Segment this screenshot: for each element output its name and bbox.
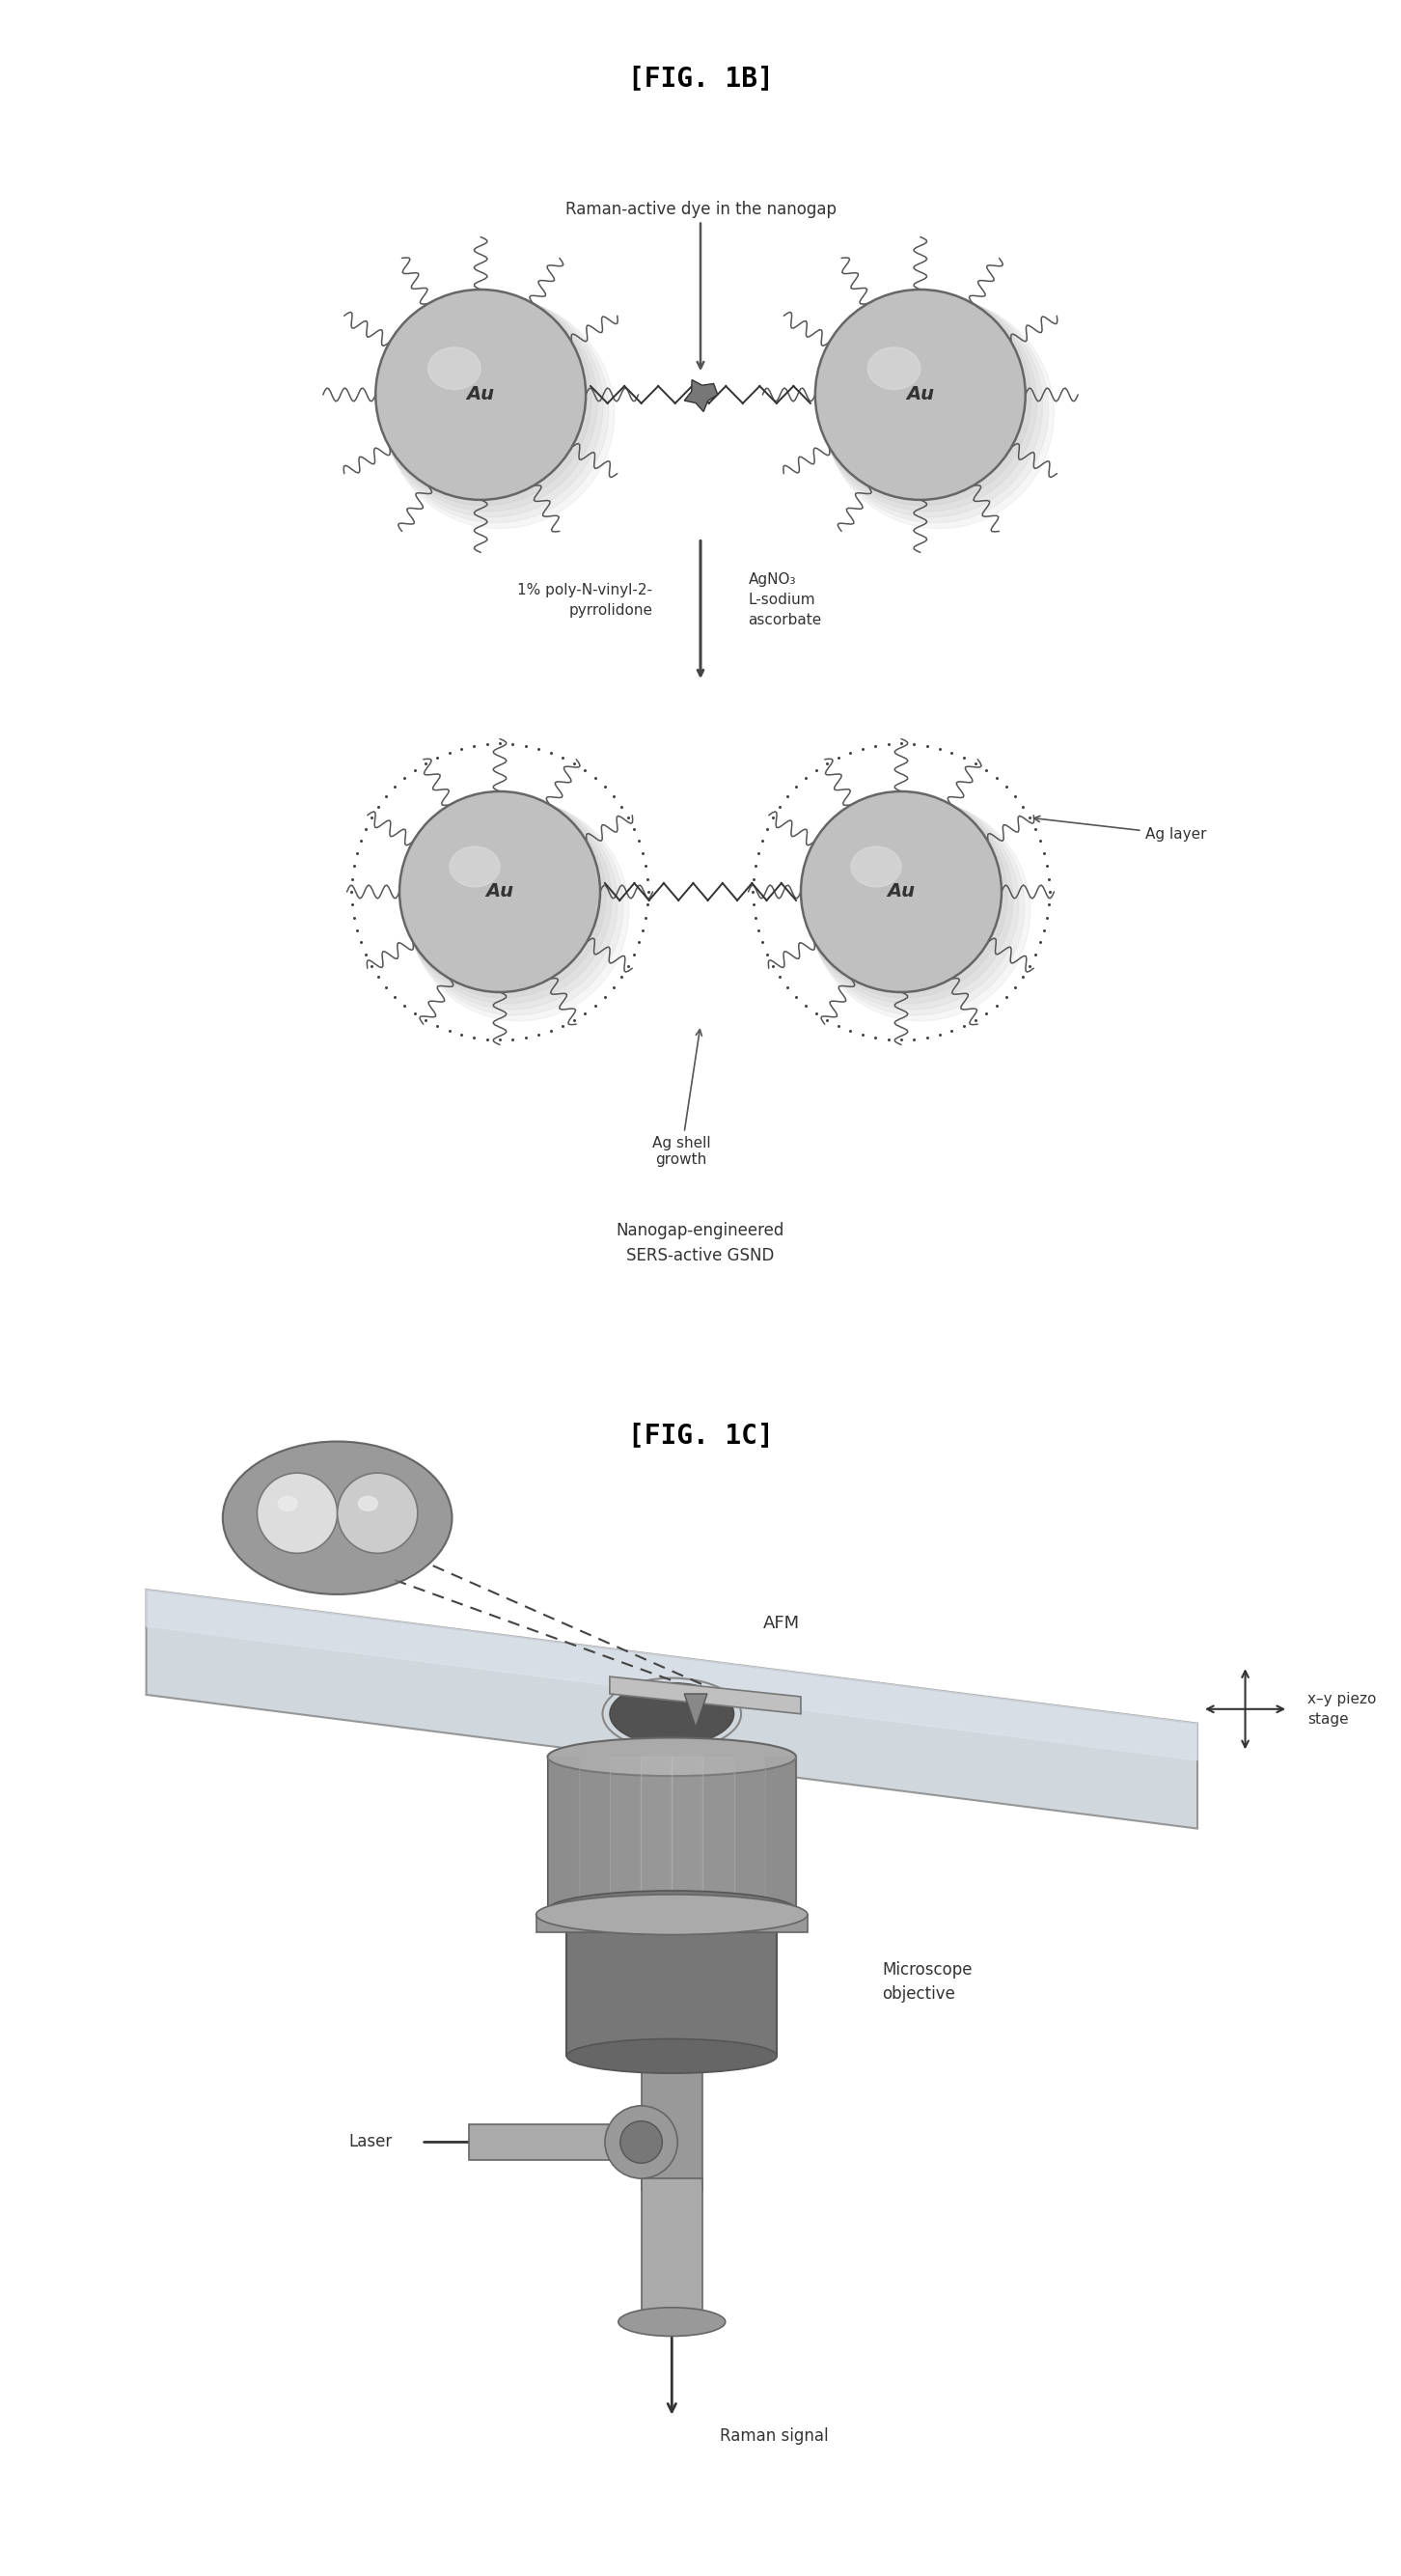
Bar <box>642 2179 702 2321</box>
Ellipse shape <box>548 1739 796 1775</box>
Ellipse shape <box>537 1893 807 1935</box>
Circle shape <box>377 291 591 505</box>
Text: Au: Au <box>486 884 514 902</box>
Text: Ag shell
growth: Ag shell growth <box>651 1030 710 1167</box>
Circle shape <box>405 796 618 1010</box>
Circle shape <box>808 799 1024 1015</box>
Ellipse shape <box>682 1687 709 1703</box>
Circle shape <box>804 796 1013 1005</box>
Text: Nanogap-engineered
SERS-active GSND: Nanogap-engineered SERS-active GSND <box>616 1221 785 1265</box>
Bar <box>642 2056 702 2190</box>
Bar <box>703 1757 734 1909</box>
Circle shape <box>621 2120 663 2164</box>
Text: Au: Au <box>887 884 915 902</box>
Ellipse shape <box>223 1443 453 1595</box>
Bar <box>567 1932 778 2056</box>
Polygon shape <box>146 1589 1198 1829</box>
Text: [FIG. 1B]: [FIG. 1B] <box>628 64 773 93</box>
Circle shape <box>375 289 586 500</box>
Bar <box>765 1757 796 1909</box>
Text: Ag layer: Ag layer <box>1034 817 1206 842</box>
Ellipse shape <box>618 2308 726 2336</box>
Ellipse shape <box>429 348 481 389</box>
Circle shape <box>338 1473 417 1553</box>
Polygon shape <box>684 1695 708 1728</box>
Bar <box>469 2125 642 2161</box>
Text: Raman signal: Raman signal <box>720 2427 828 2445</box>
Ellipse shape <box>450 848 500 886</box>
Circle shape <box>807 796 1019 1010</box>
Circle shape <box>408 799 623 1015</box>
Circle shape <box>815 289 1026 500</box>
Ellipse shape <box>548 1891 796 1929</box>
Text: 1% poly-N-vinyl-2-
pyrrolidone: 1% poly-N-vinyl-2- pyrrolidone <box>517 582 653 618</box>
Bar <box>548 1757 579 1909</box>
Text: Raman-active dye in the nanogap: Raman-active dye in the nanogap <box>565 201 836 368</box>
Circle shape <box>399 791 600 992</box>
Bar <box>609 1757 640 1909</box>
Text: AFM: AFM <box>762 1615 800 1631</box>
Text: Laser: Laser <box>349 2133 392 2151</box>
Text: Microscope
objective: Microscope objective <box>883 1960 972 2002</box>
Bar <box>537 1914 807 1932</box>
Circle shape <box>256 1473 338 1553</box>
Ellipse shape <box>609 1682 734 1744</box>
Polygon shape <box>684 379 717 412</box>
Circle shape <box>401 793 605 997</box>
Text: Au: Au <box>467 386 495 404</box>
Bar <box>548 1757 796 1909</box>
Circle shape <box>605 2105 678 2179</box>
Polygon shape <box>609 1677 801 1713</box>
Bar <box>640 1757 672 1909</box>
Circle shape <box>801 791 1002 992</box>
Ellipse shape <box>279 1497 297 1510</box>
Circle shape <box>384 296 609 523</box>
Circle shape <box>821 296 1042 518</box>
Circle shape <box>822 296 1048 523</box>
Text: Au: Au <box>906 386 934 404</box>
Circle shape <box>825 299 1054 528</box>
Circle shape <box>385 299 615 528</box>
Circle shape <box>409 801 629 1020</box>
Text: [FIG. 1C]: [FIG. 1C] <box>628 1422 773 1450</box>
Bar <box>672 1757 703 1909</box>
Polygon shape <box>146 1589 1198 1759</box>
Ellipse shape <box>359 1497 377 1510</box>
Ellipse shape <box>850 848 901 886</box>
Circle shape <box>381 296 602 518</box>
Ellipse shape <box>867 348 920 389</box>
Bar <box>579 1757 609 1909</box>
Text: x–y piezo
stage: x–y piezo stage <box>1307 1692 1376 1726</box>
Circle shape <box>403 796 612 1005</box>
Text: AgNO₃
L-sodium
ascorbate: AgNO₃ L-sodium ascorbate <box>748 572 822 629</box>
Circle shape <box>810 801 1030 1020</box>
Circle shape <box>380 294 597 510</box>
Ellipse shape <box>567 2038 778 2074</box>
Circle shape <box>820 294 1037 510</box>
Circle shape <box>803 793 1007 997</box>
Circle shape <box>817 291 1031 505</box>
Bar <box>734 1757 765 1909</box>
